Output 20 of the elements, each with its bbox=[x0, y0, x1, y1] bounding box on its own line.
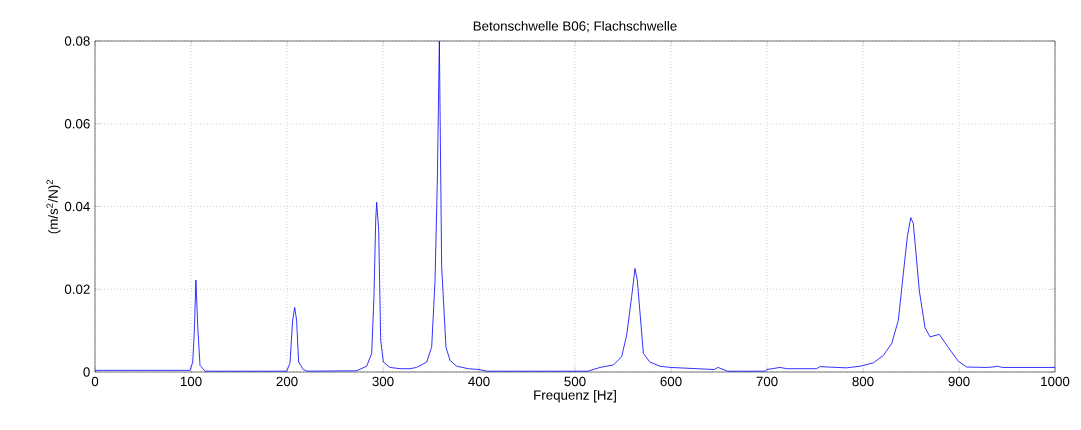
x-tick-label: 900 bbox=[948, 376, 970, 387]
x-axis-title: Frequenz [Hz] bbox=[534, 389, 616, 403]
y-tick-label: 0.06 bbox=[64, 119, 90, 129]
x-tick-label: 200 bbox=[276, 376, 298, 387]
x-tick-label: 400 bbox=[468, 376, 490, 387]
x-tick-label: 700 bbox=[756, 376, 778, 387]
y-tick-label: 0.02 bbox=[64, 284, 90, 294]
x-tick-label: 0 bbox=[91, 376, 99, 387]
x-tick-label: 1000 bbox=[1041, 376, 1070, 387]
y-tick-label: 0.04 bbox=[64, 201, 90, 212]
x-tick-label: 300 bbox=[372, 376, 394, 387]
chart-title: Betonschwelle B06; Flachschwelle bbox=[473, 20, 677, 33]
x-tick-label: 800 bbox=[852, 376, 874, 387]
x-tick-label: 600 bbox=[660, 376, 682, 387]
y-axis-title: (m/s$^{2}$/N)$^{2}$ bbox=[46, 179, 61, 234]
x-tick-label: 100 bbox=[180, 376, 202, 387]
x-tick-label: 500 bbox=[564, 376, 586, 387]
y-tick-label: 0 bbox=[83, 367, 90, 377]
y-tick-label: 0.08 bbox=[64, 36, 90, 46]
line-series bbox=[94, 40, 1056, 372]
